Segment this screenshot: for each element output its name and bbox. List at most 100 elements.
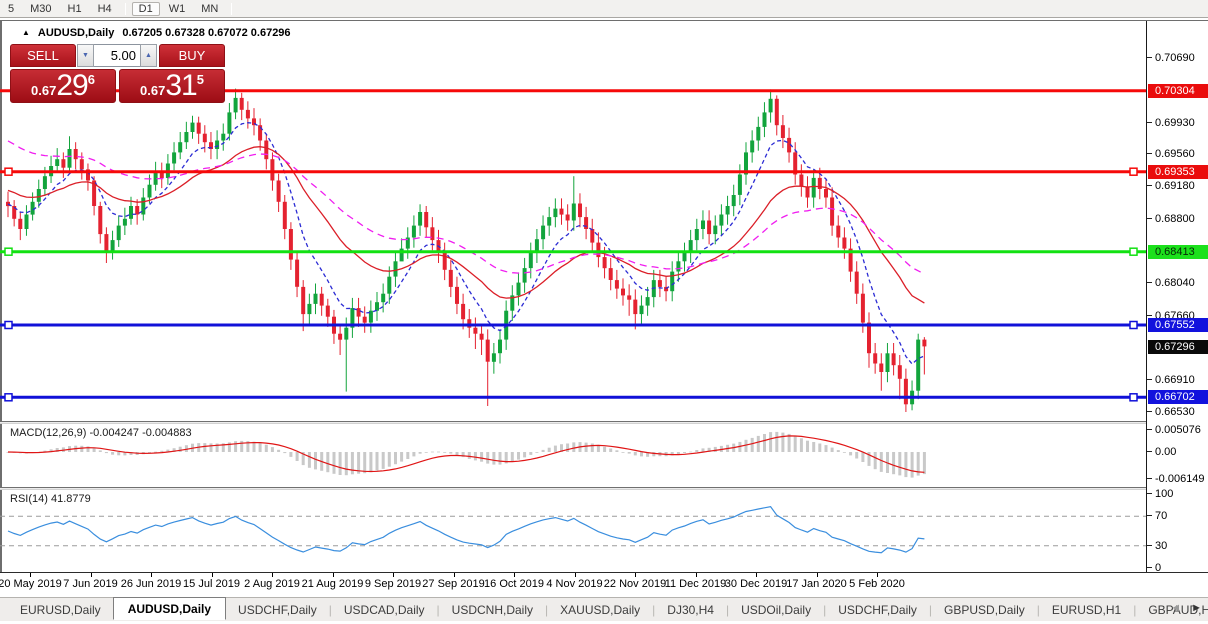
date-tick [453,573,455,577]
tick-value: 0.70690 [1155,52,1195,64]
tick-value: 70 [1155,510,1168,522]
timeframe-button-5[interactable]: 5 [8,2,15,15]
buy-button[interactable]: BUY [159,44,225,67]
buy-price-sup: 5 [196,72,204,87]
pane-separator[interactable] [0,421,1208,424]
macd-indicator-label: MACD(12,26,9) -0.004247 -0.004883 [10,427,192,439]
chart-tab-dj30-h4[interactable]: DJ30,H4 [667,602,714,617]
timeframe-button-m30[interactable]: M30 [30,2,52,15]
price-axis-tick: 0.69930 [1147,117,1208,129]
price-badge-0.70304: 0.70304 [1148,84,1208,98]
price-axis-tick: 0.69180 [1147,180,1208,192]
macd-axis-tick: 0.005076 [1147,424,1208,436]
date-tick [211,573,213,577]
toolbar-separator [124,2,126,15]
price-badge-0.68413: 0.68413 [1148,245,1208,259]
volume-increase-button[interactable]: ▲ [140,44,157,67]
date-tick [635,573,636,577]
rsi-axis-tick: 0 [1147,562,1208,574]
tick-dash [1147,515,1152,516]
date-tick [272,573,273,577]
chart-tab-audusd-daily[interactable]: AUDUSD,Daily [112,597,227,620]
date-label: 26 Jun 2019 [120,578,182,590]
tick-dash [1147,315,1152,316]
timeframe-button-mn[interactable]: MN [201,2,219,15]
timeframe-button-w1[interactable]: W1 [168,2,186,15]
tab-separator: | [928,602,933,617]
price-axis[interactable]: 0.70690 0.69930 0.69560 0.69180 0.68800 0.680… [1147,21,1208,574]
chart-tab-gbpusd-daily[interactable]: GBPUSD,Daily [944,602,1025,617]
price-badge-0.69353: 0.69353 [1148,165,1208,179]
chart-window[interactable] [0,20,1208,573]
date-tick [756,573,757,577]
tick-dash [1147,379,1152,380]
tick-dash [1147,451,1152,452]
tabs-scroll-left-icon[interactable]: ◄ [1170,602,1182,614]
timeframe-button-h4[interactable]: H4 [97,2,112,15]
date-tick [574,573,576,577]
rsi-pane-canvas[interactable] [0,490,1146,572]
tab-separator: | [328,602,332,617]
buy-price-button[interactable]: 0.67 31 5 [119,69,225,103]
sell-price-button[interactable]: 0.67 29 6 [10,69,116,103]
timeframe-button-h1[interactable]: H1 [67,2,82,15]
tab-separator: | [652,602,656,617]
date-label: 7 Jun 2019 [63,578,118,590]
tick-value: 0.68800 [1155,213,1195,225]
tick-dash [1147,545,1152,546]
date-axis[interactable]: 20 May 2019 7 Jun 2019 26 Jun 2019 15 Jul 2… [0,572,1208,597]
tabs-scroll-right-icon[interactable]: ► [1191,602,1202,614]
macd-pane-canvas[interactable] [0,424,1146,487]
date-label: 20 May 2019 [0,578,62,590]
date-tick [332,573,334,577]
tick-dash [1147,218,1152,219]
timeframe-button-d1[interactable]: D1 [131,1,160,16]
date-label: 22 Nov 2019 [603,578,667,590]
date-tick [695,573,697,577]
ma-line-fast [7,122,925,365]
date-tick [393,573,394,577]
price-axis-tick: 0.70690 [1147,52,1208,64]
hline-handle [1129,167,1138,176]
tick-value: 0.00 [1155,446,1177,458]
chart-tab-usdoil-daily[interactable]: USDOil,Daily [741,602,812,617]
price-badge-0.67552: 0.67552 [1148,318,1208,332]
chart-tab-eurusd-daily[interactable]: EURUSD,Daily [20,602,101,617]
chevron-down-icon: ▼ [82,52,89,59]
hline-handle [1129,247,1138,256]
tick-value: 100 [1155,488,1174,500]
date-label: 17 Jan 2020 [786,578,847,590]
date-label: 9 Sep 2019 [364,578,422,590]
chart-tab-eurusd-h1[interactable]: EURUSD,H1 [1051,602,1122,617]
chart-tab-gbpaud-h1[interactable]: GBPAUD,H1 [1148,602,1208,617]
volume-spinner: ▼ ▲ [77,44,157,67]
chart-tab-usdchf-daily[interactable]: USDCHF,Daily [238,602,317,617]
collapse-panel-icon[interactable]: ▲ [22,27,30,37]
chart-title: ▲ AUDUSD,Daily 0.67205 0.67328 0.67072 0… [22,27,291,39]
tick-value: 0.005076 [1155,424,1201,436]
chart-tab-xauusd-daily[interactable]: XAUUSD,Daily [560,602,641,617]
date-tick [877,573,878,577]
price-axis-tick: 0.68040 [1147,277,1208,289]
rsi-indicator-label: RSI(14) 41.8779 [10,493,91,505]
price-chart-canvas[interactable] [0,21,1146,421]
sell-price-prefix: 0.67 [31,82,57,98]
tick-value: 0.66530 [1155,406,1195,418]
date-label: 5 Feb 2020 [849,578,905,590]
volume-decrease-button[interactable]: ▼ [77,44,94,67]
chart-tab-usdcad-daily[interactable]: USDCAD,Daily [343,602,425,617]
tick-value: 0.66910 [1155,374,1195,386]
tick-value: -0.006149 [1155,473,1205,485]
tick-dash [1147,57,1152,58]
pane-separator[interactable] [0,487,1208,490]
date-tick [816,573,818,577]
chart-tab-usdchf-daily[interactable]: USDCHF,Daily [838,602,917,617]
date-label: 2 Aug 2019 [244,578,300,590]
date-label: 11 Dec 2019 [664,578,727,590]
price-axis-tick: 0.66530 [1147,406,1208,418]
volume-input[interactable] [94,44,140,67]
sell-button[interactable]: SELL [10,44,76,67]
chart-tab-usdcnh-daily[interactable]: USDCNH,Daily [451,602,534,617]
price-badge-0.66702: 0.66702 [1148,390,1208,404]
tick-value: 0.69930 [1155,117,1195,129]
